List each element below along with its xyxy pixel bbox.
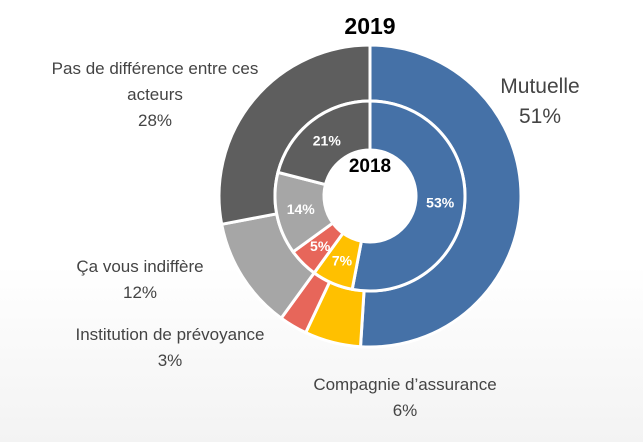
outer-ring-title: 2019: [344, 13, 395, 39]
inner-label-compagnie-d-assurance: 7%: [332, 253, 353, 269]
inner-label-pas-de-difference-entre-ces-acteurs: 21%: [313, 132, 342, 148]
slice-name: Institution de prévoyance: [75, 325, 265, 344]
inner-ring-2018: [273, 99, 467, 293]
slice-name: Pas de différence entre ces acteurs: [51, 59, 259, 104]
slice-percent: 51%: [518, 105, 562, 128]
slice-label-indiffere: Ça vous indiffère 12%: [45, 254, 235, 306]
outer-ring-2019: [217, 43, 523, 349]
inner-label-mutuelle: 53%: [426, 195, 455, 211]
inner-label-ca-vous-indiffere: 14%: [287, 201, 316, 217]
inner-slice-mutuelle: [350, 99, 467, 293]
slice-percent: 28%: [137, 111, 173, 130]
slice-label-mutuelle: Mutuelle 51%: [470, 72, 610, 132]
inner-label-institution-de-prevoyance: 5%: [310, 238, 331, 254]
slice-name: Mutuelle: [500, 75, 580, 98]
slice-name: Ça vous indiffère: [76, 257, 204, 276]
inner-slice-pas-de-difference-entre-ces-acteurs: [276, 99, 372, 187]
slice-label-institution: Institution de prévoyance 3%: [40, 322, 300, 374]
slice-percent: 12%: [122, 283, 158, 302]
inner-ring-title: 2018: [349, 156, 391, 177]
slice-label-compagnie: Compagnie d’assurance 6%: [290, 372, 520, 424]
slice-percent: 3%: [157, 351, 183, 370]
slice-name: Compagnie d’assurance: [313, 375, 497, 394]
slice-label-pas-de-difference: Pas de différence entre ces acteurs 28%: [45, 56, 265, 134]
slice-percent: 6%: [392, 401, 418, 420]
inner-ring-labels: 53% 7%5% 14% 21%: [287, 132, 455, 268]
